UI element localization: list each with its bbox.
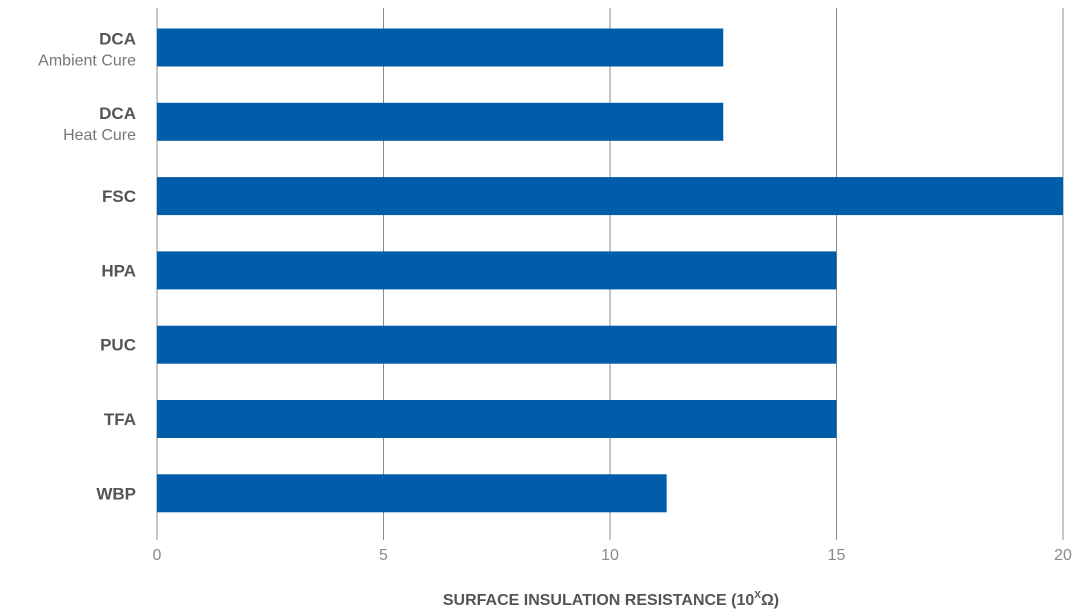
category-labels: DCA Ambient Cure DCA Heat Cure FSC HPA PUC TFA W… <box>38 30 136 504</box>
bars <box>157 28 1063 513</box>
category-label: DCA <box>99 30 136 49</box>
category-label: PUC <box>100 336 136 355</box>
category-label: HPA <box>101 261 136 280</box>
bar <box>157 177 1063 216</box>
category-label: WBP <box>96 484 136 503</box>
bar <box>157 474 667 513</box>
bar <box>157 28 724 67</box>
x-tick-label: 20 <box>1054 547 1072 564</box>
x-tick-labels: 0 5 10 15 20 <box>153 547 1072 564</box>
x-axis-title-superscript: X <box>754 590 761 601</box>
category-label: DCA <box>99 104 136 123</box>
category-sublabel: Heat Cure <box>63 127 136 144</box>
category-label: FSC <box>102 187 136 206</box>
x-tick-label: 10 <box>601 547 619 564</box>
category-label: TFA <box>104 410 136 429</box>
x-tick-label: 0 <box>153 547 162 564</box>
bar <box>157 102 724 141</box>
x-tick-label: 15 <box>828 547 846 564</box>
bar <box>157 400 837 438</box>
x-tick-label: 5 <box>379 547 388 564</box>
bar <box>157 325 837 364</box>
category-sublabel: Ambient Cure <box>38 53 136 70</box>
x-axis-title: SURFACE INSULATION RESISTANCE (10XΩ) <box>443 590 779 609</box>
bar <box>157 251 837 290</box>
